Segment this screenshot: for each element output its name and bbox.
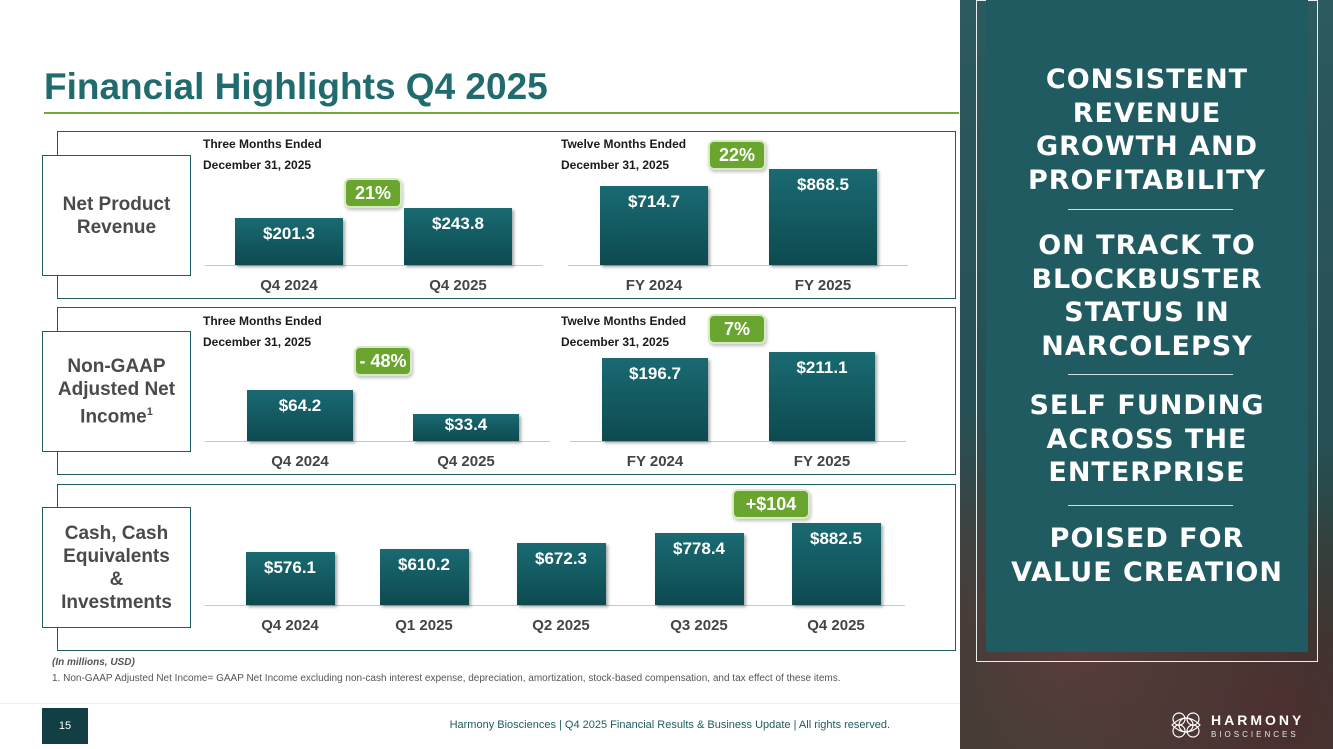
period-three-months-revenue: Three Months Ended December 31, 2025: [203, 134, 322, 176]
bar-value-label: $211.1: [796, 358, 848, 378]
row-label-revenue-text: Net Product Revenue: [62, 193, 171, 238]
title-divider: [44, 112, 959, 114]
x-tick-label: FY 2025: [794, 277, 852, 294]
bar-value-label: $576.1: [264, 557, 316, 577]
chart-bar: $64.2: [247, 389, 353, 441]
chart-bar: $778.4: [654, 532, 744, 605]
x-tick-label: Q4 2024: [271, 453, 329, 470]
bar-value-label: $64.2: [278, 395, 322, 415]
bar-value-label: $882.5: [810, 529, 862, 549]
sidebar-divider: [1068, 374, 1233, 375]
x-tick-label: Q4 2024: [261, 617, 319, 634]
chart-bar: $868.5: [769, 169, 877, 265]
chart-bar: $714.7: [600, 186, 708, 265]
logo-name: HARMONY: [1211, 712, 1305, 728]
footer-text: Harmony Biosciences | Q4 2025 Financial …: [449, 719, 890, 731]
row-label-net-income: Non-GAAP Adjusted Net Income1: [42, 331, 191, 452]
chart-bar: $610.2: [379, 548, 469, 605]
x-tick-label: Q1 2025: [395, 617, 453, 634]
x-tick-label: Q4 2024: [260, 277, 318, 294]
footnote-marker: 1: [146, 405, 153, 418]
x-tick-label: FY 2024: [625, 277, 683, 294]
period-line-2: December 31, 2025: [561, 335, 670, 349]
row-label-cash-text: Cash, Cash Equivalents & Investments: [61, 522, 172, 613]
sidebar-item-text: ON TRACK TO BLOCKBUSTER STATUS IN NARCOL…: [1031, 230, 1263, 362]
growth-badge: +$104: [732, 489, 810, 519]
footer-bar: [0, 703, 960, 749]
period-line-1: Three Months Ended: [203, 137, 322, 151]
sidebar-item-text: CONSISTENT REVENUE GROWTH AND PROFITABIL…: [1027, 64, 1267, 196]
x-tick-label: Q4 2025: [807, 617, 865, 634]
sidebar-item-revenue-growth: CONSISTENT REVENUE GROWTH AND PROFITABIL…: [986, 63, 1308, 197]
chart-baseline: [570, 441, 906, 442]
period-line-2: December 31, 2025: [561, 158, 670, 172]
period-twelve-months-revenue: Twelve Months Ended December 31, 2025: [561, 134, 686, 176]
page-number: 15: [42, 708, 88, 744]
chart-baseline: [205, 441, 550, 442]
period-twelve-months-income: Twelve Months Ended December 31, 2025: [561, 311, 686, 353]
x-tick-label: Q3 2025: [670, 617, 728, 634]
sidebar-item-text: SELF FUNDING ACROSS THE ENTERPRISE: [1029, 390, 1265, 488]
period-line-2: December 31, 2025: [203, 158, 312, 172]
chart-bar: $201.3: [235, 217, 343, 265]
bar-value-label: $196.7: [629, 364, 681, 384]
units-note: (In millions, USD): [52, 657, 135, 668]
x-tick-label: FY 2024: [626, 453, 684, 470]
chart-baseline: [568, 265, 908, 266]
bar-value-label: $714.7: [628, 192, 680, 212]
x-tick-label: Q2 2025: [532, 617, 590, 634]
bar-value-label: $243.8: [432, 213, 484, 233]
chart-baseline: [205, 605, 905, 606]
logo-subtitle: BIOSCIENCES: [1211, 730, 1299, 739]
chart-baseline: [205, 265, 543, 266]
growth-badge: 21%: [344, 178, 402, 208]
sidebar-item-blockbuster: ON TRACK TO BLOCKBUSTER STATUS IN NARCOL…: [986, 229, 1308, 363]
period-three-months-income: Three Months Ended December 31, 2025: [203, 311, 322, 353]
bar-value-label: $672.3: [535, 548, 587, 568]
bar-value-label: $610.2: [398, 554, 450, 574]
bar-value-label: $33.4: [444, 415, 488, 435]
chart-bar: $243.8: [404, 207, 512, 265]
period-line-2: December 31, 2025: [203, 335, 312, 349]
x-tick-label: Q4 2025: [437, 453, 495, 470]
bar-value-label: $778.4: [673, 538, 725, 558]
sidebar-item-text: POISED FOR VALUE CREATION: [1011, 523, 1283, 588]
sidebar-divider: [1068, 505, 1233, 506]
chart-bar: $196.7: [602, 358, 708, 441]
period-line-1: Three Months Ended: [203, 314, 322, 328]
period-line-1: Twelve Months Ended: [561, 137, 687, 151]
harmony-logo-icon: [1171, 712, 1201, 738]
row-label-net-income-text: Non-GAAP Adjusted Net Income1: [57, 355, 177, 428]
row-label-cash: Cash, Cash Equivalents & Investments: [42, 507, 191, 628]
page-title: Financial Highlights Q4 2025: [44, 66, 548, 107]
period-line-1: Twelve Months Ended: [561, 314, 687, 328]
x-tick-label: Q4 2025: [429, 277, 487, 294]
growth-badge: 7%: [708, 314, 766, 344]
net-income-label: Non-GAAP Adjusted Net Income: [57, 355, 176, 428]
sidebar-item-value-creation: POISED FOR VALUE CREATION: [986, 522, 1308, 589]
row-label-revenue: Net Product Revenue: [42, 155, 191, 276]
sidebar-panel: [986, 0, 1308, 652]
growth-badge: - 48%: [354, 346, 412, 376]
bar-value-label: $201.3: [263, 223, 315, 243]
chart-bar: $33.4: [413, 414, 519, 441]
sidebar-divider: [1068, 209, 1233, 210]
chart-bar: $211.1: [769, 352, 875, 441]
chart-bar: $882.5: [791, 523, 881, 605]
chart-bar: $576.1: [245, 551, 335, 605]
chart-bar: $672.3: [516, 542, 606, 605]
footnote: 1. Non-GAAP Adjusted Net Income= GAAP Ne…: [52, 673, 841, 684]
growth-badge: 22%: [708, 140, 766, 170]
x-tick-label: FY 2025: [793, 453, 851, 470]
sidebar-item-self-funding: SELF FUNDING ACROSS THE ENTERPRISE: [986, 389, 1308, 490]
bar-value-label: $868.5: [797, 175, 849, 195]
